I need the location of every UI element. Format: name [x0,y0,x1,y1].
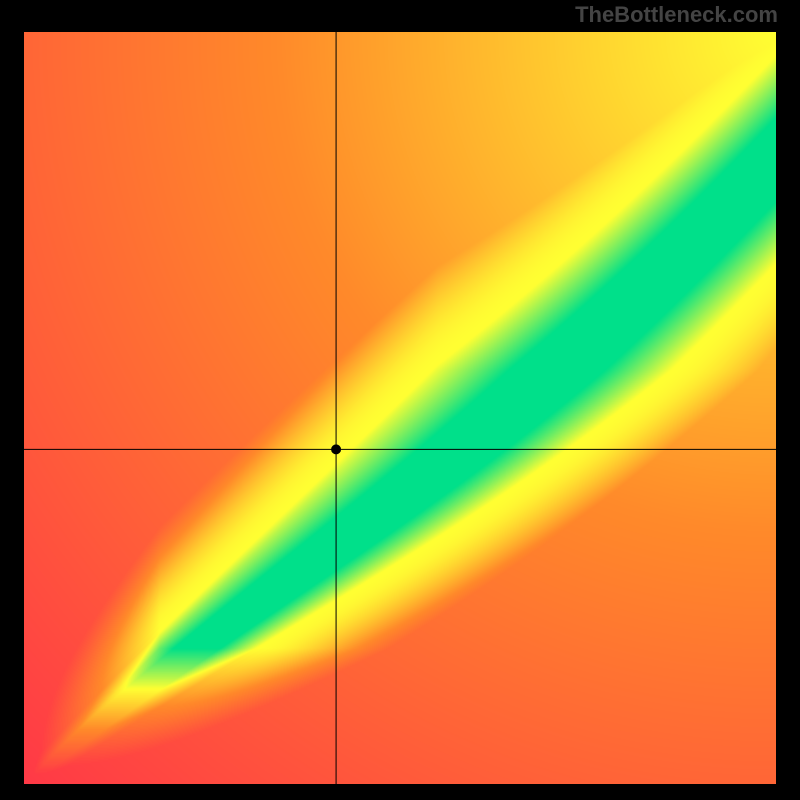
bottleneck-heatmap [24,32,776,784]
chart-region [24,32,776,784]
watermark-label: TheBottleneck.com [575,2,778,28]
